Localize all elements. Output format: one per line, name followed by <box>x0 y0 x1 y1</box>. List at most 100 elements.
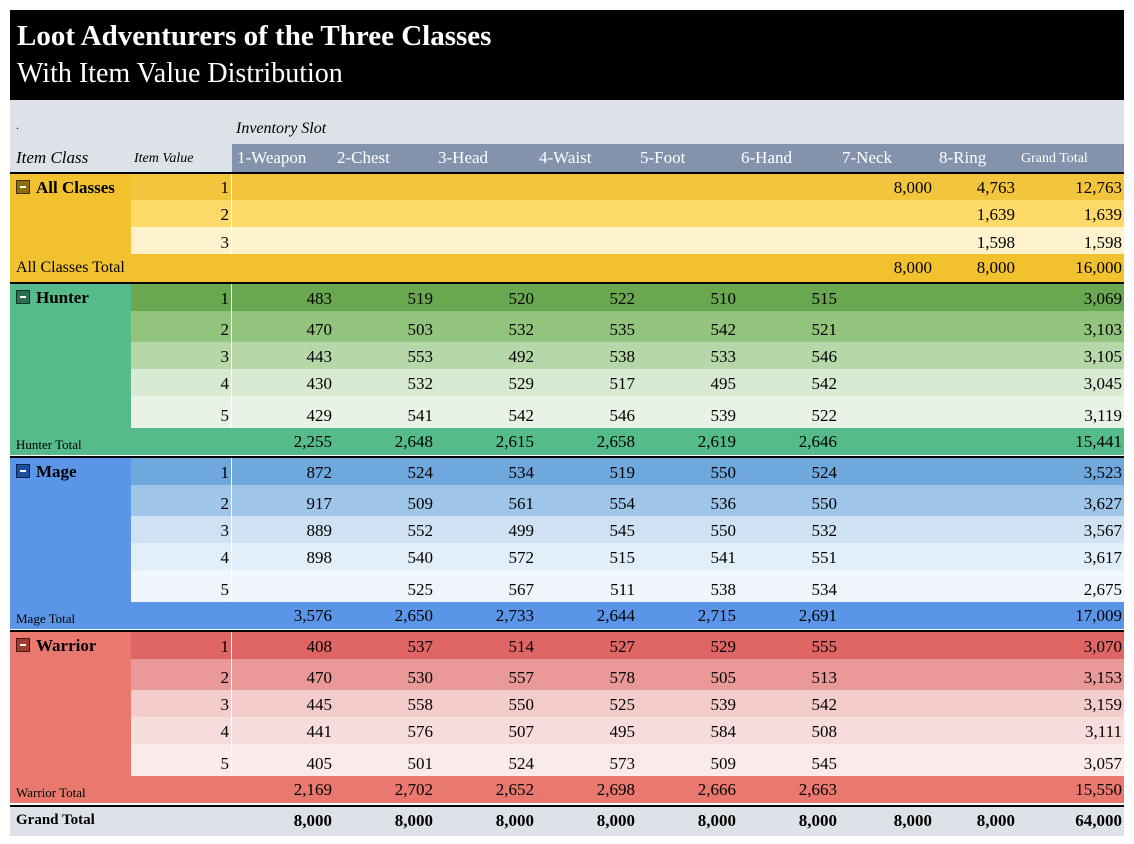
table-cell[interactable]: 542 <box>710 320 737 339</box>
total-cell[interactable]: 2,715 <box>697 606 736 625</box>
total-cell[interactable]: 2,666 <box>697 780 736 799</box>
table-cell[interactable]: 553 <box>407 347 434 366</box>
table-cell[interactable]: 558 <box>407 695 434 714</box>
table-cell[interactable]: 509 <box>710 754 737 773</box>
table-cell[interactable]: 492 <box>508 347 535 366</box>
collapse-toggle-icon[interactable] <box>16 180 30 194</box>
table-cell[interactable]: 546 <box>609 406 636 425</box>
table-cell[interactable]: 2,675 <box>1083 580 1122 599</box>
total-cell[interactable]: 2,691 <box>798 606 837 625</box>
table-cell[interactable]: 521 <box>811 320 838 339</box>
table-cell[interactable]: 541 <box>407 406 434 425</box>
table-cell[interactable]: 542 <box>811 374 838 393</box>
table-cell[interactable]: 567 <box>508 580 535 599</box>
table-cell[interactable]: 527 <box>609 637 636 656</box>
table-cell[interactable]: 525 <box>609 695 636 714</box>
total-cell[interactable]: 2,702 <box>394 780 433 799</box>
table-cell[interactable]: 443 <box>306 347 333 366</box>
table-cell[interactable]: 12,763 <box>1075 178 1122 197</box>
table-cell[interactable]: 536 <box>710 494 737 513</box>
total-cell[interactable]: 2,644 <box>596 606 635 625</box>
table-cell[interactable]: 538 <box>710 580 737 599</box>
table-cell[interactable]: 530 <box>407 668 434 687</box>
table-cell[interactable]: 533 <box>710 347 737 366</box>
table-cell[interactable]: 430 <box>306 374 333 393</box>
table-cell[interactable]: 573 <box>609 754 636 773</box>
table-cell[interactable]: 4,763 <box>976 178 1015 197</box>
table-cell[interactable]: 538 <box>609 347 636 366</box>
table-cell[interactable]: 551 <box>811 548 838 567</box>
column-header-3[interactable]: 4-Waist <box>539 148 592 167</box>
group-label[interactable]: All Classes <box>16 178 115 198</box>
table-cell[interactable]: 505 <box>710 668 737 687</box>
table-cell[interactable]: 529 <box>508 374 535 393</box>
column-header-0[interactable]: 1-Weapon <box>237 148 307 167</box>
total-cell[interactable]: 2,169 <box>293 780 332 799</box>
table-cell[interactable]: 3,105 <box>1083 347 1122 366</box>
column-header-6[interactable]: 7-Neck <box>842 148 893 167</box>
column-header-7[interactable]: 8-Ring <box>939 148 987 167</box>
grand-total-cell[interactable]: 8,000 <box>976 811 1015 830</box>
table-cell[interactable]: 539 <box>710 406 737 425</box>
table-cell[interactable]: 557 <box>508 668 535 687</box>
group-label[interactable]: Hunter <box>16 288 89 308</box>
table-cell[interactable]: 532 <box>407 374 434 393</box>
table-cell[interactable]: 555 <box>811 637 838 656</box>
grand-total-cell[interactable]: 8,000 <box>697 811 736 830</box>
table-cell[interactable]: 510 <box>710 289 737 308</box>
table-cell[interactable]: 524 <box>407 463 434 482</box>
table-cell[interactable]: 534 <box>508 463 535 482</box>
table-cell[interactable]: 550 <box>710 463 737 482</box>
table-cell[interactable]: 1,598 <box>1083 233 1122 252</box>
total-cell[interactable]: 2,698 <box>596 780 635 799</box>
table-cell[interactable]: 515 <box>609 548 636 567</box>
table-cell[interactable]: 8,000 <box>893 178 932 197</box>
grand-total-cell[interactable]: 64,000 <box>1075 811 1122 830</box>
table-cell[interactable]: 550 <box>508 695 535 714</box>
group-label[interactable]: Mage <box>16 462 77 482</box>
table-cell[interactable]: 3,069 <box>1083 289 1122 308</box>
table-cell[interactable]: 508 <box>811 722 838 741</box>
table-cell[interactable]: 517 <box>609 374 636 393</box>
table-cell[interactable]: 554 <box>609 494 636 513</box>
table-cell[interactable]: 522 <box>811 406 838 425</box>
table-cell[interactable]: 532 <box>811 521 838 540</box>
table-cell[interactable]: 545 <box>811 754 838 773</box>
table-cell[interactable]: 578 <box>609 668 636 687</box>
total-cell[interactable]: 2,619 <box>697 432 736 451</box>
total-cell[interactable]: 2,733 <box>495 606 534 625</box>
total-cell[interactable]: 3,576 <box>293 606 332 625</box>
table-cell[interactable]: 1,639 <box>976 205 1015 224</box>
table-cell[interactable]: 539 <box>710 695 737 714</box>
group-label[interactable]: Warrior <box>16 636 96 656</box>
column-header-8[interactable]: Grand Total <box>1021 151 1088 166</box>
item-class-header[interactable]: Item Class <box>16 148 89 167</box>
table-cell[interactable]: 1,639 <box>1083 205 1122 224</box>
column-header-2[interactable]: 3-Head <box>438 148 489 167</box>
table-cell[interactable]: 572 <box>508 548 535 567</box>
table-cell[interactable]: 889 <box>306 521 333 540</box>
table-cell[interactable]: 3,153 <box>1083 668 1122 687</box>
total-cell[interactable]: 2,255 <box>293 432 332 451</box>
table-cell[interactable]: 511 <box>610 580 635 599</box>
table-cell[interactable]: 445 <box>306 695 333 714</box>
total-cell[interactable]: 2,663 <box>798 780 837 799</box>
table-cell[interactable]: 408 <box>306 637 333 656</box>
total-cell[interactable]: 15,550 <box>1075 780 1122 799</box>
total-cell[interactable]: 2,652 <box>495 780 534 799</box>
table-cell[interactable]: 552 <box>407 521 434 540</box>
table-cell[interactable]: 3,045 <box>1083 374 1122 393</box>
grand-total-cell[interactable]: 8,000 <box>893 811 932 830</box>
table-cell[interactable]: 470 <box>306 668 333 687</box>
table-cell[interactable]: 3,070 <box>1083 637 1122 656</box>
table-cell[interactable]: 898 <box>306 548 333 567</box>
total-cell[interactable]: 2,658 <box>596 432 635 451</box>
table-cell[interactable]: 542 <box>811 695 838 714</box>
table-cell[interactable]: 537 <box>407 637 434 656</box>
table-cell[interactable]: 520 <box>508 289 535 308</box>
column-header-5[interactable]: 6-Hand <box>741 148 792 167</box>
table-cell[interactable]: 1,598 <box>976 233 1015 252</box>
table-cell[interactable]: 541 <box>710 548 737 567</box>
table-cell[interactable]: 513 <box>811 668 838 687</box>
total-cell[interactable]: 8,000 <box>976 258 1015 277</box>
